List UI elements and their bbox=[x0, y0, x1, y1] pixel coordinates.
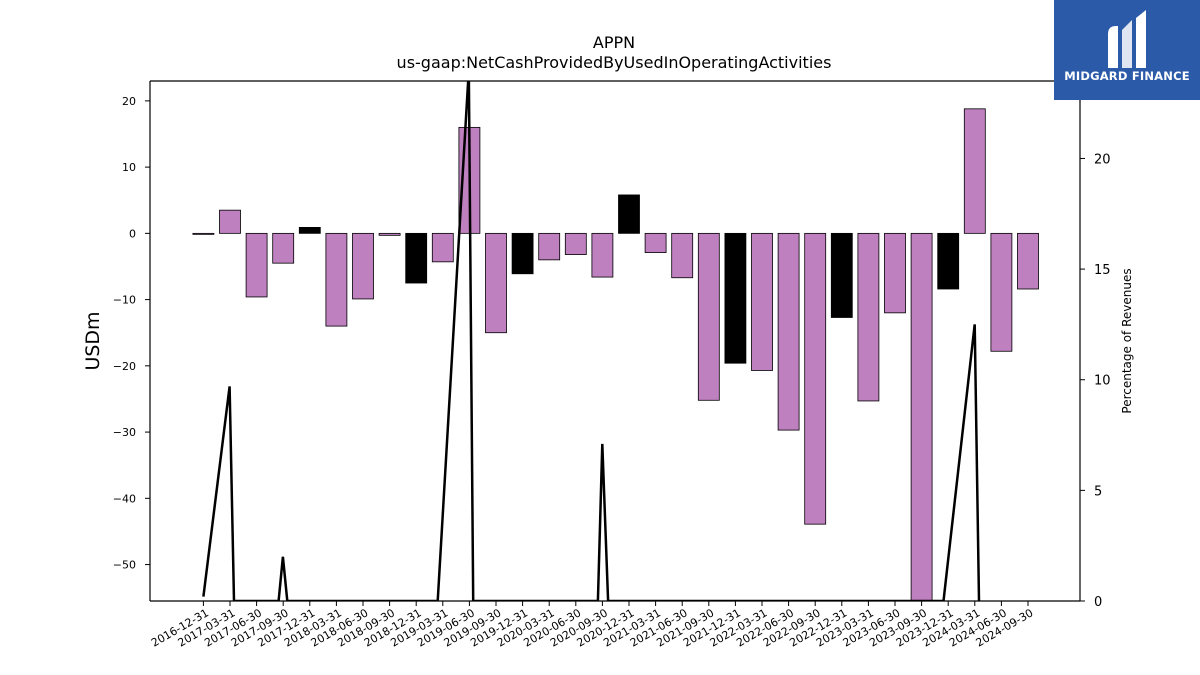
bar-2023-09-30 bbox=[910, 232, 933, 602]
bar-2017-06-30 bbox=[245, 232, 268, 298]
bar-2017-03-31 bbox=[219, 209, 241, 234]
bar-2018-12-31 bbox=[405, 232, 428, 284]
y2-tick-label: 20 bbox=[1094, 152, 1111, 167]
logo-mark-icon bbox=[1108, 10, 1146, 68]
bar-2019-12-31 bbox=[511, 232, 534, 275]
bar-2021-03-31 bbox=[644, 232, 667, 253]
y2-tick-label: 0 bbox=[1094, 595, 1102, 610]
bar-2022-03-31 bbox=[751, 232, 773, 371]
bar-2018-09-30 bbox=[378, 232, 401, 236]
y-tick-label: −20 bbox=[113, 360, 136, 373]
bar-2022-06-30 bbox=[777, 232, 800, 431]
axes-layer: 20100−10−20−30−40−50051015202016-12-3120… bbox=[113, 80, 1111, 650]
y-axis-label: USDm bbox=[82, 311, 104, 370]
bar-2017-12-31 bbox=[298, 226, 321, 234]
y2-tick-label: 5 bbox=[1094, 484, 1102, 499]
y-tick-label: −10 bbox=[113, 294, 136, 307]
bar-2024-06-30 bbox=[990, 232, 1013, 352]
bar-2024-03-31 bbox=[963, 108, 986, 234]
bar-2021-09-30 bbox=[697, 232, 720, 401]
y-tick-label: 20 bbox=[122, 95, 136, 108]
midgard-finance-logo: MIDGARD FINANCE bbox=[1054, 0, 1200, 100]
bar-2018-03-31 bbox=[325, 232, 348, 327]
bar-2024-09-30 bbox=[1017, 232, 1039, 290]
y2-tick-label: 15 bbox=[1094, 263, 1111, 278]
bar-2019-09-30 bbox=[485, 232, 507, 334]
bar-2019-03-31 bbox=[431, 232, 454, 263]
bar-2020-12-31 bbox=[618, 194, 640, 234]
y-tick-label: −50 bbox=[113, 559, 136, 572]
y-tick-label: 10 bbox=[122, 161, 136, 174]
bar-2020-09-30 bbox=[591, 232, 614, 278]
bar-2016-12-31 bbox=[192, 232, 215, 235]
bar-2020-03-31 bbox=[538, 232, 561, 261]
bar-2017-09-30 bbox=[272, 232, 295, 264]
chart-title: APPN bbox=[593, 33, 635, 52]
bar-2021-06-30 bbox=[671, 232, 694, 279]
bars-layer bbox=[192, 108, 1039, 602]
bar-2021-12-31 bbox=[724, 232, 747, 364]
y2-tick-label: 10 bbox=[1094, 374, 1111, 389]
bar-2022-09-30 bbox=[804, 232, 827, 525]
y-tick-label: 0 bbox=[129, 227, 136, 240]
bar-2020-06-30 bbox=[564, 232, 587, 255]
bar-2023-12-31 bbox=[937, 232, 960, 290]
bar-2023-03-31 bbox=[857, 232, 880, 402]
y-tick-label: −30 bbox=[113, 426, 136, 439]
y2-axis-label: Percentage of Revenues bbox=[1120, 268, 1134, 413]
logo-text: MIDGARD FINANCE bbox=[1064, 69, 1190, 83]
bar-2018-06-30 bbox=[352, 232, 374, 300]
bar-2022-12-31 bbox=[830, 232, 853, 318]
chart-subtitle: us-gaap:NetCashProvidedByUsedInOperating… bbox=[397, 53, 832, 72]
bar-2023-06-30 bbox=[884, 232, 906, 314]
y-tick-label: −40 bbox=[113, 492, 136, 505]
